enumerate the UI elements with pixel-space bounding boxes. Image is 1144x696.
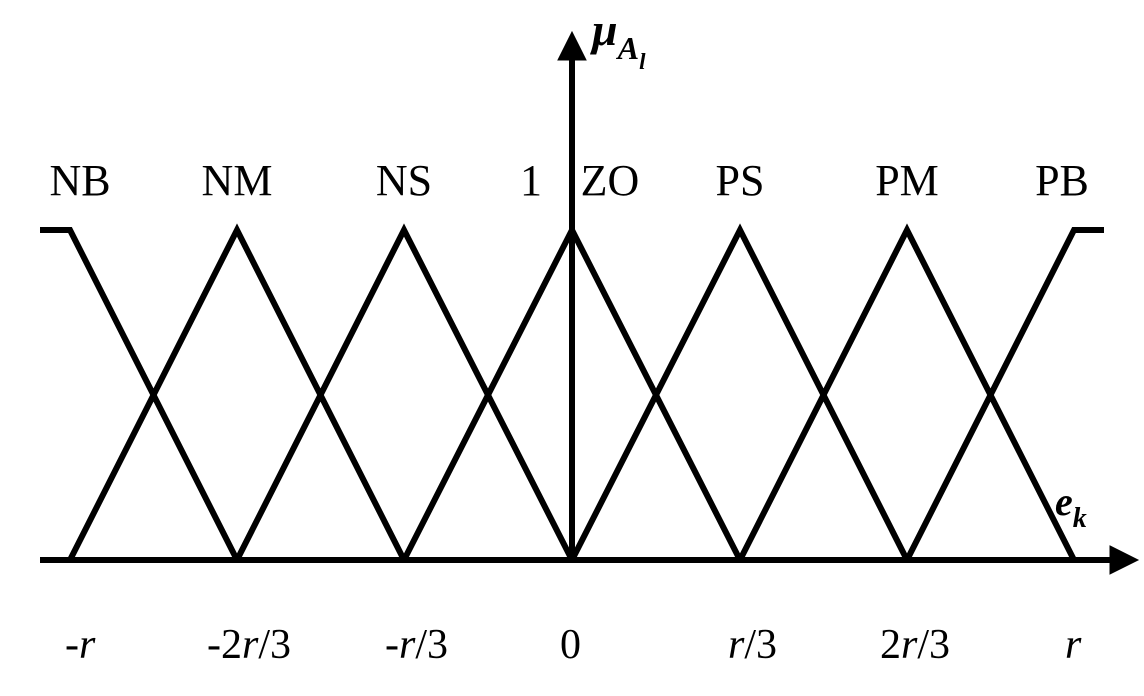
unity-label: 1 — [520, 156, 542, 205]
x-tick-pos_2r3: 2r/3 — [880, 622, 950, 668]
mf-label-nm: NM — [202, 156, 273, 205]
mf-label-nb: NB — [49, 156, 110, 205]
x-tick-pos_r3: r/3 — [728, 622, 777, 668]
mf-pm — [740, 230, 1074, 560]
mf-label-pb: PB — [1035, 156, 1089, 205]
mf-label-zo: ZO — [581, 156, 640, 205]
y-axis-label: μAl — [590, 4, 646, 74]
mf-nb — [40, 230, 237, 560]
mf-label-ps: PS — [716, 156, 765, 205]
x-axis-arrow — [1110, 546, 1138, 574]
mf-label-pm: PM — [875, 156, 939, 205]
mf-ns — [237, 230, 572, 560]
mf-nm — [70, 230, 404, 560]
fuzzy-membership-diagram: μAlek1NBNMNSZOPSPMPB-r-2r/3-r/30r/32r/3r — [0, 0, 1144, 696]
diagram-svg: μAlek1NBNMNSZOPSPMPB-r-2r/3-r/30r/32r/3r — [0, 0, 1144, 696]
mf-ps — [572, 230, 907, 560]
x-tick-neg_2r3: -2r/3 — [207, 622, 291, 668]
mf-label-ns: NS — [376, 156, 432, 205]
x-tick-neg_r3: -r/3 — [385, 622, 448, 668]
x-tick-zero: 0 — [560, 622, 581, 668]
x-tick-neg_r: -r — [65, 622, 96, 668]
x-tick-pos_r: r — [1065, 622, 1082, 668]
y-axis-arrow — [558, 32, 586, 60]
